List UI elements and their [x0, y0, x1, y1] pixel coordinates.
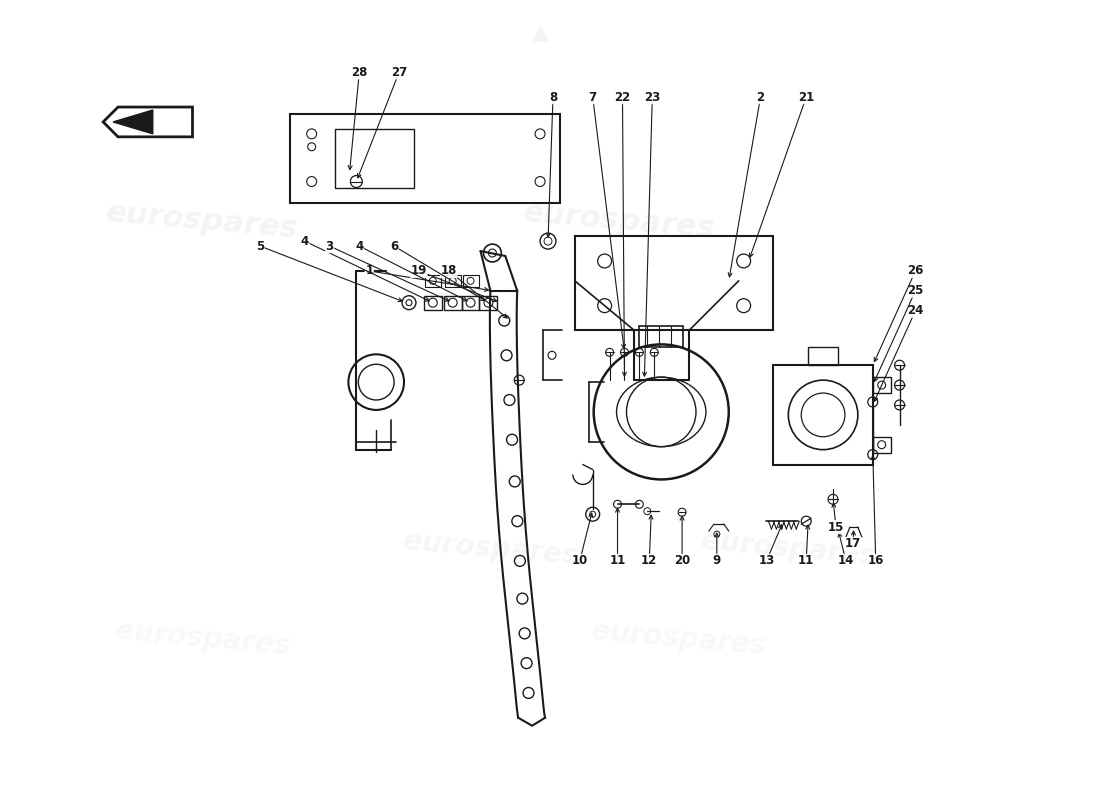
Text: 12: 12	[641, 554, 658, 567]
Bar	[444, 275, 461, 286]
Bar	[480, 296, 497, 310]
Bar	[334, 129, 414, 189]
Text: 14: 14	[838, 554, 854, 567]
Text: 21: 21	[799, 90, 814, 104]
Text: 15: 15	[828, 521, 844, 534]
Text: 7: 7	[588, 90, 597, 104]
Bar	[639, 326, 683, 347]
Text: 20: 20	[674, 554, 690, 567]
Bar	[424, 296, 442, 310]
Text: 16: 16	[868, 554, 884, 567]
Text: 1: 1	[365, 265, 373, 278]
Bar	[463, 275, 478, 286]
Text: 11: 11	[609, 554, 626, 567]
Text: 23: 23	[645, 90, 660, 104]
Text: 11: 11	[799, 554, 814, 567]
Text: 26: 26	[908, 265, 924, 278]
Text: 13: 13	[758, 554, 774, 567]
Bar	[462, 296, 480, 310]
Text: eurospares: eurospares	[113, 617, 292, 660]
Text: 9: 9	[713, 554, 721, 567]
Text: eurospares: eurospares	[522, 198, 717, 244]
Text: 28: 28	[351, 66, 367, 78]
Text: 6: 6	[390, 239, 398, 253]
Text: ▲: ▲	[531, 22, 549, 42]
Text: 2: 2	[757, 90, 764, 104]
Text: 18: 18	[440, 265, 456, 278]
Bar	[289, 114, 560, 203]
Text: 8: 8	[549, 90, 557, 104]
Text: 3: 3	[326, 239, 333, 253]
Text: 27: 27	[390, 66, 407, 78]
Text: 22: 22	[615, 90, 630, 104]
Text: 5: 5	[256, 239, 264, 253]
Text: eurospares: eurospares	[106, 198, 299, 244]
Bar	[773, 366, 872, 465]
Text: 19: 19	[410, 265, 427, 278]
Text: eurospares: eurospares	[402, 527, 579, 570]
Bar	[872, 437, 891, 453]
Bar	[443, 296, 462, 310]
Bar	[808, 347, 838, 366]
Bar	[425, 275, 441, 286]
Text: eurospares: eurospares	[700, 527, 877, 570]
Text: 4: 4	[300, 234, 309, 248]
Text: 10: 10	[572, 554, 587, 567]
Bar	[575, 236, 773, 330]
Text: 25: 25	[908, 284, 924, 298]
Text: 24: 24	[908, 304, 924, 317]
Bar	[872, 377, 891, 393]
Polygon shape	[113, 110, 153, 134]
Text: 4: 4	[355, 239, 363, 253]
Text: eurospares: eurospares	[591, 617, 768, 660]
Text: 17: 17	[845, 538, 861, 550]
